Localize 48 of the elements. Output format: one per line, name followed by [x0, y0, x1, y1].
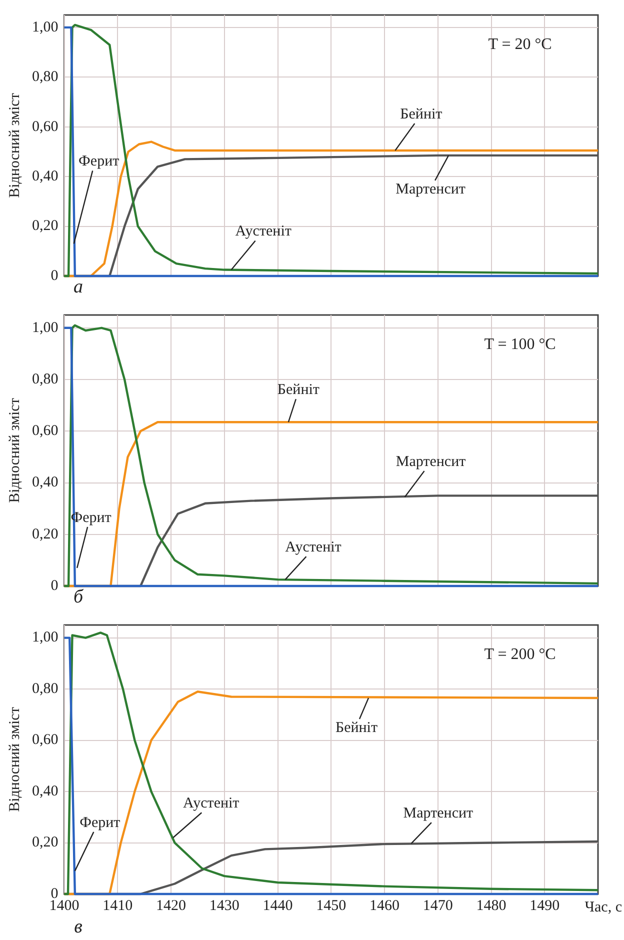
y-tick-label: 0,20 [32, 526, 58, 542]
y-tick-label: 0,40 [32, 474, 58, 491]
y-axis-title: Відносний зміст [6, 92, 23, 198]
x-tick-label: 1480 [476, 898, 506, 914]
annotation: Аустеніт [285, 539, 342, 556]
x-tick-label: 1400 [49, 898, 80, 914]
text: а [74, 276, 83, 298]
y-tick-label: 1,00 [32, 630, 58, 646]
annotation: T = 100 °C [484, 336, 556, 354]
text: в [74, 916, 82, 938]
text: б [73, 586, 84, 608]
annotation: T = 20 °C [488, 36, 552, 54]
y-tick-label: 1,00 [32, 19, 58, 36]
y-tick-label: 0,80 [32, 680, 58, 697]
y-tick-label: 0,40 [32, 783, 58, 800]
y-tick-label: 1,00 [32, 320, 58, 336]
x-tick-label: 1450 [316, 898, 346, 914]
annotation: Аустеніт [183, 796, 240, 812]
x-tick-label: 1420 [156, 898, 186, 914]
annotation: Мартенсит [403, 805, 474, 822]
x-tick-label: 1440 [262, 898, 293, 914]
annotation: Аустеніт [235, 224, 292, 240]
y-axis-title: Відносний зміст [6, 398, 23, 503]
y-tick-label: 0,80 [32, 371, 58, 388]
x-tick-label: 1490 [530, 898, 560, 914]
y-tick-label: 0,80 [32, 69, 58, 86]
y-tick-label: 0,20 [32, 218, 58, 234]
x-tick-label: 1410 [102, 898, 133, 914]
y-tick-label: 0 [50, 268, 58, 284]
y-tick-label: 0,60 [32, 118, 58, 135]
annotation: Ферит [78, 154, 120, 170]
y-tick-label: 0,60 [32, 732, 58, 748]
annotation: Бейніт [277, 382, 320, 398]
annotation: Мартенсит [396, 454, 466, 470]
annotation: Бейніт [335, 720, 378, 736]
annotation: Мартенсит [396, 181, 466, 198]
y-tick-label: 0,20 [32, 834, 58, 851]
y-tick-label: 0 [50, 578, 58, 594]
x-tick-label: 1460 [370, 898, 400, 914]
y-axis-title: Відносний зміст [6, 706, 23, 812]
y-tick-label: 0,40 [32, 168, 58, 185]
annotation: T = 200 °C [484, 646, 556, 664]
y-tick-label: 0,60 [32, 423, 58, 440]
annotation: Ферит [80, 814, 121, 831]
x-tick-label: 1430 [209, 898, 240, 914]
x-tick-label: 1470 [422, 898, 453, 914]
annotation: Бейніт [400, 106, 443, 122]
x-axis-title: Час, с [584, 899, 622, 916]
